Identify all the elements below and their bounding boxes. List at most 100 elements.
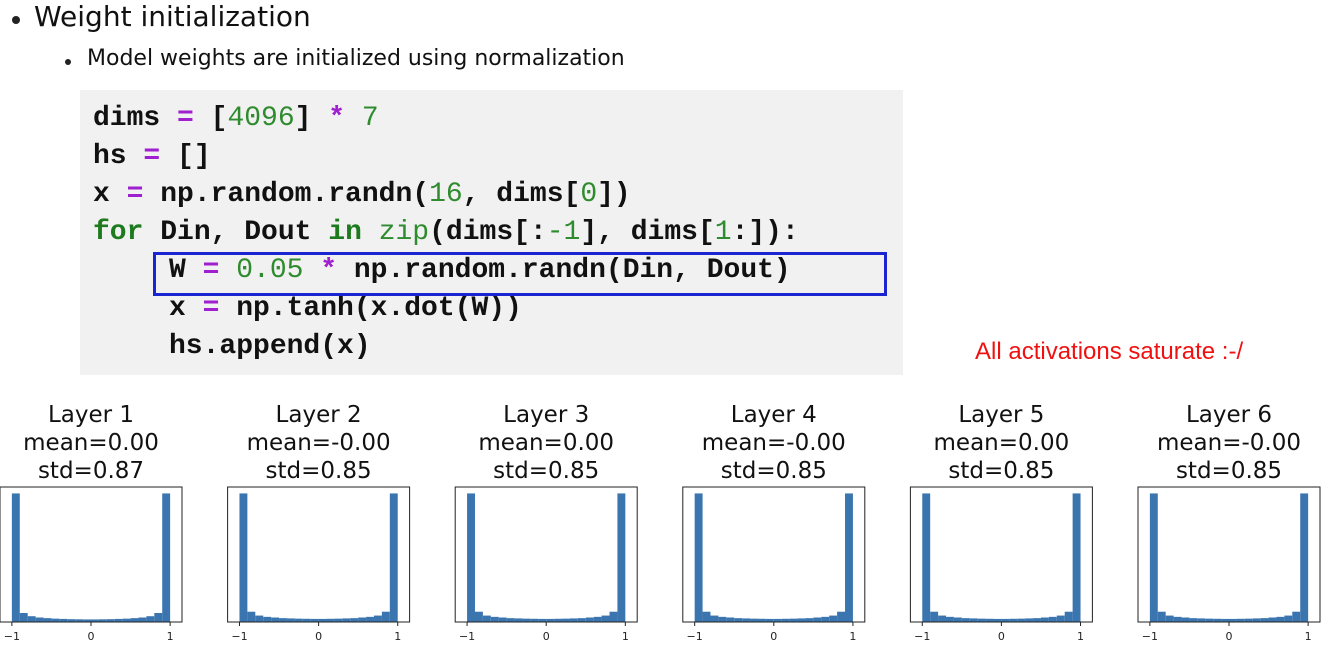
plot-frame [909, 486, 1093, 623]
chart-subtitle: mean=-0.00 [247, 430, 391, 456]
histogram-bar [1072, 493, 1081, 622]
histogram-bar [146, 616, 155, 622]
histogram-bar [1149, 493, 1158, 622]
histogram-bar [302, 618, 311, 622]
histogram-bar [154, 613, 163, 622]
code-token: zip [378, 217, 430, 248]
histogram-bar [609, 611, 618, 622]
histogram-bar [946, 616, 954, 622]
histogram-bar [1229, 618, 1237, 622]
code-token: ] [294, 103, 329, 134]
histogram-bar [506, 618, 515, 622]
histogram-bar [247, 611, 256, 622]
histogram-bar [255, 615, 264, 622]
x-tick-label: 0 [1226, 630, 1233, 643]
histogram-bar [773, 618, 782, 622]
histogram-bar [813, 617, 822, 622]
histogram-bar [59, 618, 68, 622]
code-token: -1 [546, 217, 581, 248]
code-token: x [169, 293, 203, 324]
code-token: = [202, 255, 237, 286]
histogram-bar [837, 611, 846, 622]
histogram-bar [829, 615, 838, 622]
histogram-bar [67, 619, 76, 622]
histogram-bar [373, 615, 382, 622]
histogram-bar [593, 616, 602, 622]
code-token: (dims[: [429, 217, 547, 248]
histogram-bar [538, 618, 547, 622]
x-tick-label: 1 [622, 630, 629, 643]
bullet [12, 16, 20, 24]
histogram-bar [358, 617, 367, 622]
chart-subtitle: mean=-0.00 [702, 430, 846, 456]
bullet [65, 59, 71, 65]
chart-subtitle: mean=0.00 [23, 430, 159, 456]
code-token: for [93, 217, 144, 248]
x-tick-label: 1 [1305, 630, 1312, 643]
histogram-bar [27, 616, 36, 622]
histogram-bar [482, 615, 491, 622]
x-tick-label: 1 [849, 630, 856, 643]
histogram-bar [821, 616, 830, 622]
chart-subtitle: std=0.85 [493, 458, 599, 484]
histogram-bar [162, 493, 171, 622]
code-token: np.random.randn(Din, Dout) [337, 255, 791, 286]
x-tick-label: −1 [1142, 630, 1158, 643]
code-token: Din, Dout [143, 217, 329, 248]
histogram-bar [514, 618, 523, 622]
code-line: hs.append(x) [169, 328, 371, 366]
chart-title: Layer 1 [48, 402, 134, 428]
plot-frame [227, 486, 411, 623]
chart-title: Layer 4 [731, 402, 817, 428]
code-line: for Din, Dout in zip(dims[:-1], dims[1:]… [93, 214, 799, 252]
code-token: [] [160, 141, 211, 172]
x-tick-label: −1 [231, 630, 247, 643]
x-tick-label: −1 [914, 630, 930, 643]
code-line: x = np.tanh(x.dot(W)) [169, 290, 522, 328]
histogram-bar [742, 618, 751, 622]
chart-title: Layer 6 [1186, 402, 1272, 428]
histogram-bar [1165, 615, 1174, 622]
histogram-bar [530, 618, 539, 622]
histogram-bar [585, 617, 594, 622]
chart-subtitle: std=0.85 [948, 458, 1054, 484]
x-tick-label: 0 [88, 630, 95, 643]
code-token: 1 [714, 217, 732, 248]
code-token: np.random.randn( [143, 179, 430, 210]
histogram-bar [1221, 618, 1229, 622]
code-token: = [143, 141, 161, 172]
histogram-bar [985, 618, 994, 622]
chart-subtitle: std=0.85 [266, 458, 372, 484]
code-token: ]) [597, 179, 631, 210]
x-tick-label: −1 [4, 630, 20, 643]
histogram-bar [286, 618, 295, 622]
x-tick-label: 1 [394, 630, 401, 643]
histogram-bar [75, 619, 84, 622]
code-token: 0.05 [236, 255, 321, 286]
x-tick-label: 0 [998, 630, 1005, 643]
highlight-box [153, 252, 887, 296]
code-line: dims = [4096] * 7 [93, 100, 379, 138]
code-token: * [328, 103, 362, 134]
histogram-bar [263, 616, 272, 622]
code-token: 7 [361, 103, 379, 134]
histogram-bar [342, 618, 351, 622]
histogram-bar [993, 618, 1002, 622]
histogram-bar [718, 616, 727, 622]
histogram-bar [977, 618, 986, 622]
histogram-bar [845, 493, 853, 622]
code-token: hs [93, 141, 144, 172]
histogram-bar [562, 618, 570, 622]
code-token: x [93, 179, 127, 210]
code-line: x = np.random.randn(16, dims[0]) [93, 176, 631, 214]
code-token: , dims[ [462, 179, 581, 210]
histogram-bar [702, 611, 711, 622]
histogram-bar [1244, 618, 1253, 622]
histogram-bar [1213, 618, 1222, 622]
histogram-bar [601, 615, 610, 622]
chart-subtitle: std=0.87 [38, 458, 144, 484]
x-tick-label: −1 [459, 630, 475, 643]
histogram-bar [789, 618, 798, 622]
histogram-bar [694, 493, 703, 622]
histogram-bar [83, 619, 91, 622]
